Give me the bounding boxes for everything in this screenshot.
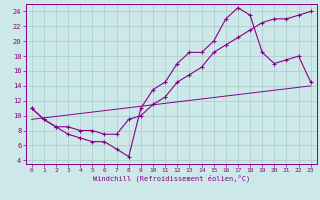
X-axis label: Windchill (Refroidissement éolien,°C): Windchill (Refroidissement éolien,°C) bbox=[92, 175, 250, 182]
